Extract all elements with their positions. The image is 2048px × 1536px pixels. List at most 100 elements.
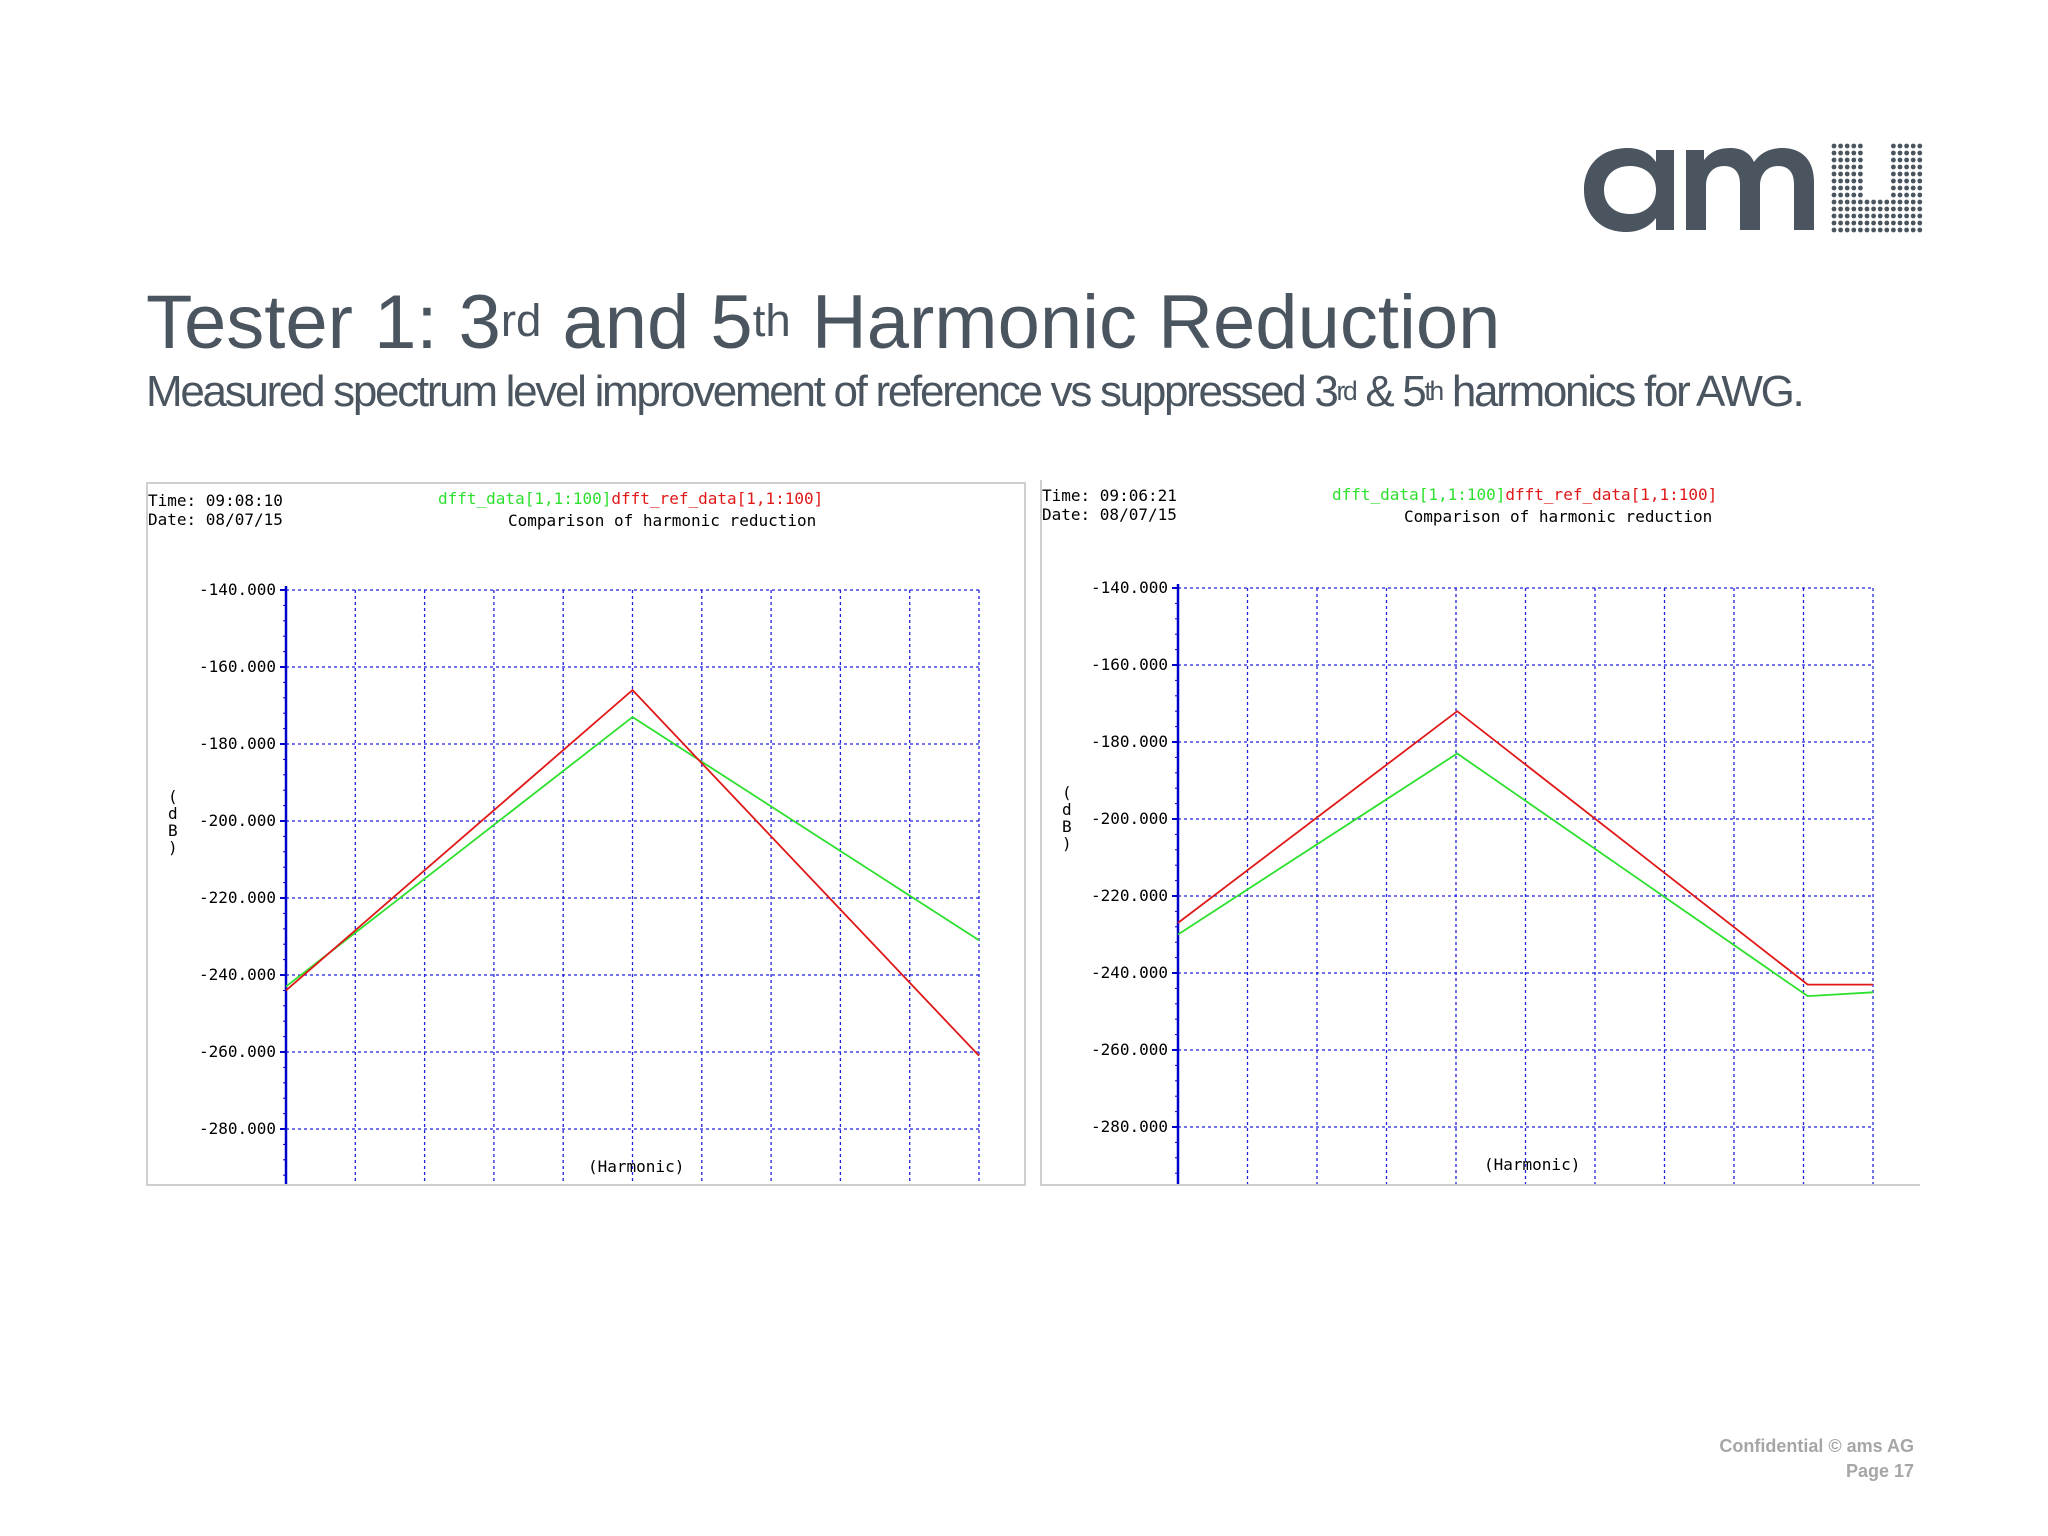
ylabel-char: ( <box>168 787 178 806</box>
logo-dot <box>1844 157 1850 163</box>
legend-red: dfft_ref_data[1,1:100] <box>1505 485 1717 504</box>
logo-dot <box>1877 206 1883 212</box>
logo-dot <box>1917 206 1923 212</box>
logo-dot <box>1844 227 1850 233</box>
chart-5th-harmonic: Time: 09:06:21 Date: 08/07/15 dfft_data[… <box>1042 485 1874 1184</box>
logo-dot <box>1851 157 1857 163</box>
logo-dot <box>1884 220 1890 226</box>
ylabel-char: ) <box>1062 834 1072 853</box>
logo-dot <box>1891 185 1896 191</box>
chart-time: Time: 09:08:10 <box>148 491 283 510</box>
logo-dot <box>1838 178 1843 184</box>
logo-dot <box>1910 171 1916 177</box>
y-tick-label: -240.000 <box>1091 963 1168 982</box>
logo-dot <box>1844 206 1850 212</box>
logo-dot <box>1904 199 1909 205</box>
page-number: Page 17 <box>1845 1461 1914 1481</box>
logo-dot <box>1871 199 1876 205</box>
y-tick-label: -200.000 <box>1091 809 1168 828</box>
logo-dot <box>1904 220 1909 226</box>
logo-dot <box>1851 185 1857 191</box>
logo-dot <box>1838 171 1843 177</box>
logo-dot <box>1904 164 1909 170</box>
logo-dot <box>1884 213 1890 219</box>
logo-dot <box>1838 206 1843 212</box>
chart-time: Time: 09:06:21 <box>1042 486 1177 505</box>
logo-dot <box>1838 213 1843 219</box>
y-tick-label: -140.000 <box>1091 578 1168 597</box>
logo-dot <box>1858 143 1863 149</box>
series-line-dfft-data <box>1177 752 1874 998</box>
logo-dot <box>1910 213 1916 219</box>
logo-dot <box>1844 143 1850 149</box>
logo-dot <box>1897 199 1903 205</box>
ylabel-char: ( <box>1062 783 1072 802</box>
logo-dot <box>1831 157 1837 163</box>
logo-dot <box>1917 227 1923 233</box>
logo-dot <box>1851 164 1857 170</box>
logo-dot <box>1844 199 1850 205</box>
y-tick-label: -180.000 <box>199 734 276 753</box>
logo-dot <box>1917 213 1923 219</box>
logo-dot <box>1917 192 1923 198</box>
logo-dot <box>1891 227 1896 233</box>
y-tick-label: -140.000 <box>199 580 276 599</box>
logo-dot <box>1891 157 1896 163</box>
logo-dot <box>1891 178 1896 184</box>
logo-dot <box>1904 150 1909 156</box>
y-tick-label: -280.000 <box>199 1119 276 1138</box>
series-line-dfft-ref-data <box>1177 710 1873 986</box>
logo-dot <box>1844 150 1850 156</box>
logo-dot <box>1891 199 1896 205</box>
logo-dot <box>1910 178 1916 184</box>
logo-dot <box>1897 164 1903 170</box>
logo-dot <box>1910 185 1916 191</box>
ylabel-char: B <box>1062 817 1072 836</box>
logo-dot <box>1877 213 1883 219</box>
logo-dot <box>1917 150 1923 156</box>
logo-dot <box>1858 213 1863 219</box>
y-tick-label: -180.000 <box>1091 732 1168 751</box>
logo-dot <box>1864 199 1870 205</box>
x-axis-label: (Harmonic) <box>588 1157 684 1176</box>
logo-dot <box>1897 206 1903 212</box>
logo-dot <box>1858 178 1863 184</box>
ams-logo-letters <box>1584 148 1814 232</box>
y-axis-label: ( d B ) <box>1062 783 1072 853</box>
y-tick-label: -280.000 <box>1091 1117 1168 1136</box>
logo-dot <box>1897 227 1903 233</box>
x-axis-label: (Harmonic) <box>1484 1155 1580 1174</box>
logo-dot <box>1838 227 1843 233</box>
logo-dot <box>1877 199 1883 205</box>
legend-green: dfft_data[1,1:100] <box>1332 485 1505 504</box>
chart-panel-5th-harmonic: Time: 09:06:21 Date: 08/07/15 dfft_data[… <box>1040 480 1920 1186</box>
chart-date: Date: 08/07/15 <box>1042 505 1177 524</box>
series-line-dfft-ref-data <box>285 688 980 1057</box>
logo-dot <box>1858 227 1863 233</box>
logo-dot <box>1851 150 1857 156</box>
logo-dot <box>1897 171 1903 177</box>
logo-dot <box>1844 192 1850 198</box>
logo-dot <box>1884 206 1890 212</box>
slide-title: Tester 1: 3rd and 5th Harmonic Reduction <box>146 280 1501 365</box>
legend-green: dfft_data[1,1:100] <box>438 489 611 508</box>
logo-dot <box>1844 171 1850 177</box>
logo-dot <box>1864 206 1870 212</box>
logo-dot <box>1891 192 1896 198</box>
chart-3rd-harmonic: Time: 09:08:10 Date: 08/07/15 dfft_data[… <box>148 489 980 1184</box>
logo-dot <box>1851 192 1857 198</box>
logo-dot <box>1871 227 1876 233</box>
chart-title: Comparison of harmonic reduction <box>508 511 816 530</box>
logo-dot <box>1904 185 1909 191</box>
logo-dot <box>1904 213 1909 219</box>
logo-dot <box>1917 199 1923 205</box>
ylabel-char: d <box>1062 800 1072 819</box>
logo-dot <box>1844 178 1850 184</box>
logo-dot <box>1858 157 1863 163</box>
logo-dot <box>1851 171 1857 177</box>
logo-dot <box>1904 227 1909 233</box>
logo-dot <box>1858 220 1863 226</box>
logo-dot <box>1851 199 1857 205</box>
logo-dot <box>1864 227 1870 233</box>
logo-dot <box>1904 157 1909 163</box>
